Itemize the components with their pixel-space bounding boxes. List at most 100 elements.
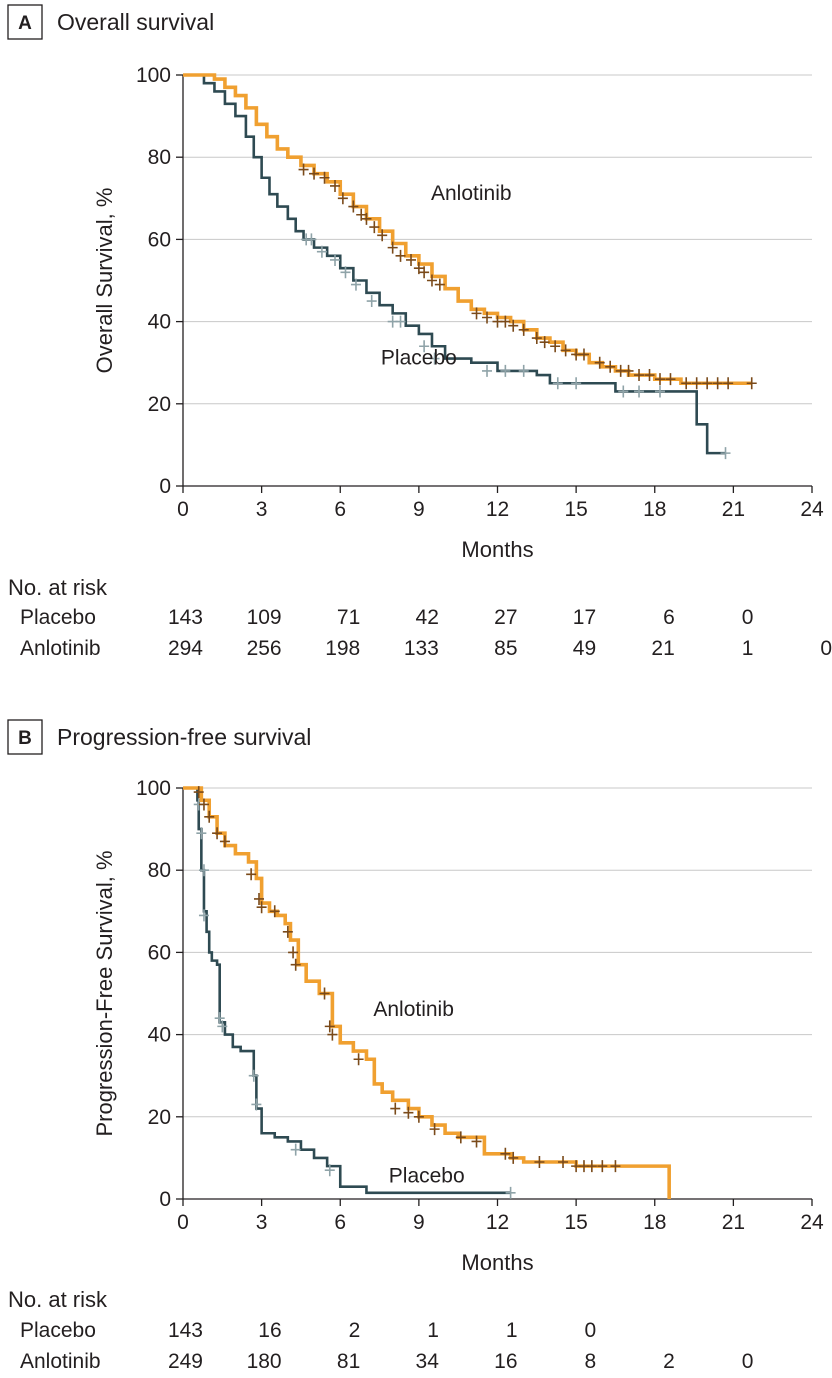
censor-mark-placebo bbox=[395, 315, 406, 328]
panel-title: Overall survival bbox=[57, 9, 214, 35]
censor-mark-anlotinib bbox=[531, 332, 542, 345]
censor-mark-anlotinib bbox=[377, 229, 388, 242]
censor-mark-anlotinib bbox=[534, 1156, 545, 1169]
censor-mark-anlotinib bbox=[471, 307, 482, 320]
censor-mark-anlotinib bbox=[605, 360, 616, 373]
censor-mark-anlotinib bbox=[578, 348, 589, 361]
censor-mark-anlotinib bbox=[623, 364, 634, 377]
x-tick-label: 15 bbox=[564, 1211, 587, 1234]
risk-value: 8 bbox=[584, 1350, 596, 1373]
censor-mark-anlotinib bbox=[204, 810, 215, 823]
y-axis-label: Overall Survival, % bbox=[92, 188, 117, 374]
censor-mark-anlotinib bbox=[413, 262, 424, 275]
censor-mark-placebo bbox=[330, 253, 341, 266]
censor-mark-anlotinib bbox=[455, 1131, 466, 1144]
risk-value: 16 bbox=[258, 1319, 281, 1342]
x-tick-label: 6 bbox=[334, 498, 346, 521]
censor-mark-anlotinib bbox=[597, 1160, 608, 1173]
censor-mark-placebo bbox=[518, 364, 529, 377]
series-label-placebo: Placebo bbox=[381, 347, 457, 370]
y-tick-label: 80 bbox=[148, 146, 171, 169]
censor-mark-anlotinib bbox=[327, 1028, 338, 1041]
series-line-placebo bbox=[183, 73, 726, 455]
risk-value: 0 bbox=[584, 1319, 596, 1342]
risk-value: 34 bbox=[416, 1350, 440, 1373]
risk-value: 42 bbox=[416, 606, 439, 629]
risk-value: 198 bbox=[325, 637, 360, 660]
risk-table-heading: No. at risk bbox=[8, 575, 108, 600]
censor-mark-anlotinib bbox=[539, 336, 550, 349]
censor-mark-anlotinib bbox=[634, 369, 645, 382]
censor-mark-anlotinib bbox=[560, 344, 571, 357]
censor-mark-anlotinib bbox=[644, 369, 655, 382]
panel-letter-box bbox=[7, 4, 43, 40]
censor-mark-placebo bbox=[482, 364, 493, 377]
risk-row-label: Placebo bbox=[20, 1319, 96, 1342]
x-tick-label: 6 bbox=[334, 1211, 346, 1234]
risk-value: 256 bbox=[247, 637, 282, 660]
panel-letter: A bbox=[18, 13, 32, 34]
censor-mark-anlotinib bbox=[330, 179, 341, 192]
censor-mark-anlotinib bbox=[212, 827, 223, 840]
censor-mark-anlotinib bbox=[246, 868, 257, 881]
x-tick-label: 21 bbox=[722, 1211, 745, 1234]
y-tick-label: 80 bbox=[148, 859, 171, 882]
x-tick-label: 9 bbox=[413, 498, 425, 521]
y-tick-label: 60 bbox=[148, 228, 171, 251]
censor-mark-anlotinib bbox=[426, 274, 437, 287]
censor-mark-anlotinib bbox=[681, 377, 692, 390]
risk-value: 17 bbox=[573, 606, 596, 629]
censor-mark-anlotinib bbox=[319, 987, 330, 1000]
censor-mark-placebo bbox=[251, 1098, 262, 1111]
censor-mark-placebo bbox=[366, 295, 377, 308]
x-tick-label: 12 bbox=[486, 1211, 509, 1234]
y-tick-label: 0 bbox=[159, 1188, 171, 1211]
risk-value: 49 bbox=[573, 637, 596, 660]
censor-mark-placebo bbox=[429, 352, 440, 365]
risk-value: 143 bbox=[168, 606, 203, 629]
censor-mark-anlotinib bbox=[387, 241, 398, 254]
x-tick-label: 12 bbox=[486, 498, 509, 521]
censor-mark-placebo bbox=[248, 1069, 259, 1082]
y-tick-label: 60 bbox=[148, 941, 171, 964]
censor-mark-anlotinib bbox=[198, 798, 209, 811]
y-tick-label: 40 bbox=[148, 311, 171, 334]
panel-letter-box bbox=[7, 719, 43, 755]
censor-mark-anlotinib bbox=[353, 1053, 364, 1066]
x-tick-label: 24 bbox=[800, 498, 824, 521]
censor-mark-anlotinib bbox=[471, 1135, 482, 1148]
series-label-placebo: Placebo bbox=[389, 1164, 465, 1187]
risk-value: 21 bbox=[651, 637, 674, 660]
censor-mark-placebo bbox=[324, 1164, 335, 1177]
censor-mark-anlotinib bbox=[288, 946, 299, 959]
censor-mark-anlotinib bbox=[702, 377, 713, 390]
series-label-anlotinib: Anlotinib bbox=[373, 998, 454, 1021]
censor-mark-anlotinib bbox=[390, 1102, 401, 1115]
x-tick-label: 3 bbox=[256, 498, 268, 521]
censor-mark-anlotinib bbox=[337, 192, 348, 205]
risk-value: 6 bbox=[663, 606, 675, 629]
series-line-anlotinib bbox=[183, 786, 671, 1199]
censor-mark-placebo bbox=[198, 864, 209, 877]
risk-value: 1 bbox=[427, 1319, 439, 1342]
risk-value: 16 bbox=[494, 1350, 517, 1373]
censor-mark-anlotinib bbox=[193, 786, 204, 799]
censor-mark-anlotinib bbox=[282, 925, 293, 938]
risk-value: 71 bbox=[337, 606, 360, 629]
censor-mark-placebo bbox=[634, 385, 645, 398]
y-tick-label: 40 bbox=[148, 1024, 171, 1047]
risk-row-label: Anlotinib bbox=[20, 1350, 101, 1373]
censor-mark-anlotinib bbox=[309, 167, 320, 180]
censor-mark-placebo bbox=[350, 278, 361, 291]
censor-mark-anlotinib bbox=[419, 266, 430, 279]
censor-mark-placebo bbox=[552, 377, 563, 390]
censor-mark-anlotinib bbox=[508, 319, 519, 332]
risk-value: 143 bbox=[168, 1319, 203, 1342]
risk-value: 1 bbox=[742, 637, 754, 660]
x-tick-label: 0 bbox=[177, 498, 189, 521]
censor-mark-placebo bbox=[500, 364, 511, 377]
censor-mark-anlotinib bbox=[550, 340, 561, 353]
